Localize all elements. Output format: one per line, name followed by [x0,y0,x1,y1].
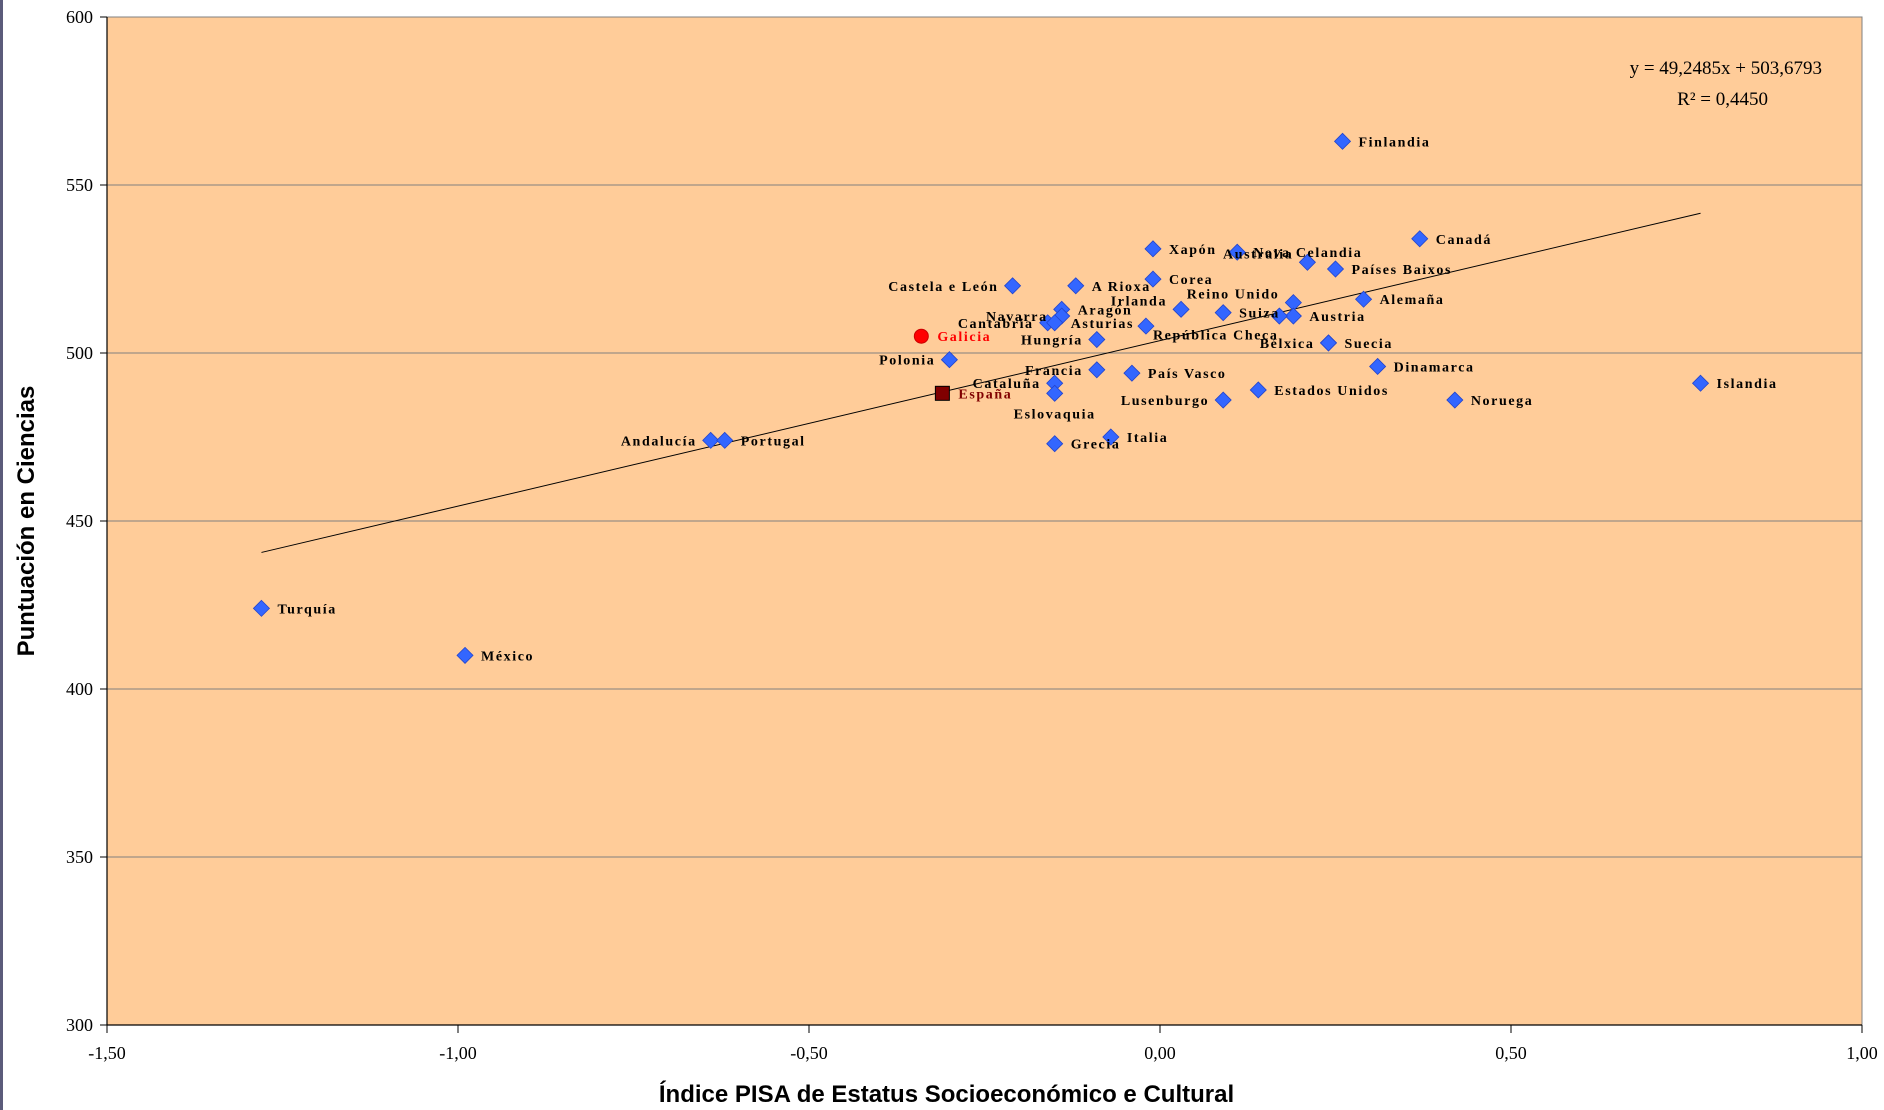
x-tick-label: -0,50 [790,1043,828,1063]
x-tick-label: -1,50 [88,1043,126,1063]
x-axis-title: Índice PISA de Estatus Socioeconómico e … [659,1080,1234,1108]
point-label-polonia: Polonia [879,354,935,369]
point-label-austria: Austria [1309,310,1365,325]
point-label-eslovaquia: Eslovaquia [1014,407,1096,422]
y-axis-title: Puntuación en Ciencias [13,386,40,657]
point-label-corea: Corea [1169,273,1213,288]
point-label-espana: España [958,387,1012,402]
point-label-australia: Australia [1223,247,1293,262]
x-tick-label: 1,00 [1846,1043,1878,1063]
x-tick-label: 0,00 [1144,1043,1176,1063]
point-label-galicia: Galicia [937,330,991,345]
y-tick-label: 550 [66,175,93,195]
point-label-belxica: Bélxica [1260,337,1315,352]
x-tick-label: -1,00 [439,1043,477,1063]
point-label-turquia: Turquía [277,602,336,617]
y-tick-label: 300 [66,1015,93,1035]
point-label-xapon: Xapón [1169,243,1217,258]
point-label-alemana: Alemaña [1380,293,1445,308]
trendline-r2: R² = 0,4450 [1677,89,1768,110]
point-label-asturias: Asturias [1071,317,1134,332]
point-label-lusenburgo: Lusenburgo [1121,394,1209,409]
point-label-a-rioxa: A Rioxa [1092,280,1151,295]
point-label-grecia: Grecia [1071,438,1121,453]
y-tick-label: 350 [66,847,93,867]
point-label-castela-e-leon: Castela e León [888,280,998,295]
y-tick-label: 400 [66,679,93,699]
point-marker-espana [935,386,949,400]
point-label-finlandia: Finlandia [1359,135,1431,150]
trendline-equation: y = 49,2485x + 503,6793 [1630,58,1822,79]
point-label-estados-unidos: Estados Unidos [1274,384,1389,399]
point-label-canada: Canadá [1436,233,1492,248]
y-tick-label: 500 [66,343,93,363]
point-label-italia: Italia [1127,431,1169,446]
point-label-portugal: Portugal [741,434,806,449]
point-label-mexico: México [481,649,534,664]
x-tick-label: 0,50 [1495,1043,1527,1063]
point-label-andalucia: Andalucía [621,434,697,449]
point-marker-galicia [914,329,928,343]
point-label-pais-vasco: País Vasco [1148,367,1227,382]
y-tick-label: 600 [66,7,93,27]
point-label-dinamarca: Dinamarca [1394,360,1475,375]
point-label-suecia: Suecia [1344,337,1393,352]
point-label-noruega: Noruega [1471,394,1534,409]
point-label-hungria: Hungría [1021,334,1083,349]
point-label-islandia: Islandia [1717,377,1778,392]
point-label-reino-unido: Reino Unido [1187,288,1280,303]
window-left-edge [0,0,3,1110]
y-tick-label: 450 [66,511,93,531]
point-label-paises-baixos: Países Baixos [1352,263,1453,278]
point-label-suiza: Suiza [1239,307,1280,322]
